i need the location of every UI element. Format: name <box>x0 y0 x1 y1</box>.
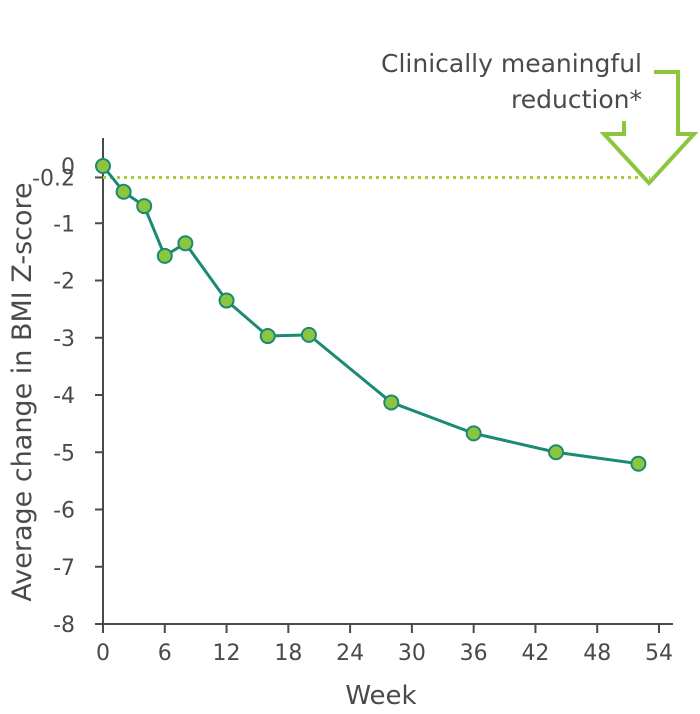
y-tick-label: -1 <box>53 212 75 237</box>
x-tick-label: 42 <box>521 641 549 666</box>
x-tick-label: 48 <box>583 641 611 666</box>
y-tick-label: -0.2 <box>32 166 75 191</box>
data-point <box>300 326 317 343</box>
y-tick-label: 0 <box>61 155 75 180</box>
y-tick-label: -2 <box>53 270 75 295</box>
data-point <box>548 444 565 461</box>
data-point <box>177 235 194 252</box>
x-tick-label: 6 <box>158 641 172 666</box>
x-tick-label: 18 <box>274 641 302 666</box>
data-point <box>95 158 111 174</box>
series-line <box>101 165 639 466</box>
x-axis-title: Week <box>345 681 416 711</box>
y-axis-title: Average change in BMI Z-score <box>7 182 38 601</box>
y-tick-label: -8 <box>53 613 75 638</box>
x-tick-label: 24 <box>336 641 364 666</box>
y-tick-label: -5 <box>53 441 75 466</box>
data-point <box>465 425 482 442</box>
y-tick-label: -3 <box>53 327 75 352</box>
data-point <box>156 247 173 264</box>
y-tick-label: -4 <box>53 384 75 409</box>
y-tick-label: -6 <box>53 499 75 524</box>
x-tick-label: 30 <box>398 641 426 666</box>
data-point <box>259 328 276 345</box>
data-point <box>115 183 132 200</box>
y-tick-label: -7 <box>53 556 75 581</box>
annotation-line-2: reduction* <box>511 85 642 114</box>
data-point <box>218 292 235 309</box>
x-tick-label: 12 <box>213 641 241 666</box>
data-point <box>383 394 400 411</box>
data-point <box>630 455 647 472</box>
x-tick-label: 54 <box>645 641 673 666</box>
data-point <box>136 198 153 215</box>
x-tick-label: 0 <box>96 641 110 666</box>
x-tick-label: 36 <box>460 641 488 666</box>
annotation: Clinically meaningful reduction* <box>381 49 699 186</box>
annotation-line-1: Clinically meaningful <box>381 49 642 78</box>
annotation-connector <box>599 70 699 186</box>
